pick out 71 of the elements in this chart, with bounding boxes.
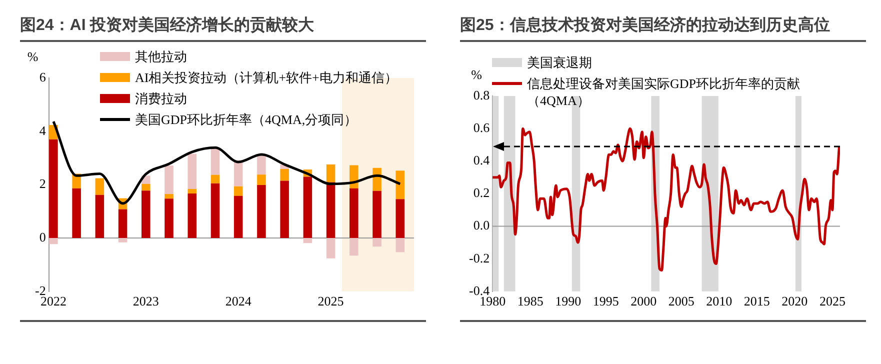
x-tick-label: 2000 <box>630 294 657 309</box>
bar <box>95 194 104 238</box>
y-tick-label: 0.6 <box>473 120 490 135</box>
y-tick-label: 0.0 <box>473 218 490 233</box>
bar <box>326 182 336 238</box>
bar <box>303 176 312 238</box>
legend-label: 消费拉动 <box>135 90 188 107</box>
bar <box>49 238 58 244</box>
legend-label: 其他拉动 <box>135 48 188 65</box>
x-tick-label: 2005 <box>668 294 694 309</box>
x-tick-label: 2015 <box>744 294 770 309</box>
bar <box>326 238 336 258</box>
bar <box>118 209 128 238</box>
legend-label: 美国GDP环比折年率（4QMA,分项同） <box>135 111 358 128</box>
bar <box>142 184 150 191</box>
bar <box>188 188 197 194</box>
y-tick-label: 0.8 <box>473 87 490 102</box>
chart-title: 图24：AI 投资对美国经济增长的贡献较大 <box>20 12 426 42</box>
bar <box>234 196 243 238</box>
bar <box>72 188 81 238</box>
bar <box>303 238 312 244</box>
legend-label: AI相关投资拉动（计算机+软件+电力和通信） <box>135 69 398 86</box>
bar <box>280 180 289 238</box>
bar <box>164 165 174 194</box>
bar <box>210 183 220 238</box>
bar <box>164 198 174 238</box>
bar <box>372 190 382 238</box>
x-tick-label: 1990 <box>555 294 582 309</box>
bar <box>164 194 174 199</box>
bar <box>396 170 405 200</box>
x-tick-label: 2020 <box>782 294 808 309</box>
bar <box>210 174 220 184</box>
x-tick-label: 1995 <box>592 294 619 309</box>
y-tick-label: 0 <box>39 229 46 244</box>
bar <box>210 148 220 175</box>
legend-label: 美国衰退期 <box>527 54 593 71</box>
bar <box>396 199 405 238</box>
line-series <box>492 127 840 272</box>
x-tick-label: 2025 <box>318 294 344 309</box>
bar <box>257 155 266 175</box>
x-tick-label: 2023 <box>132 294 159 309</box>
y-tick-label: 2 <box>39 176 46 192</box>
y-tick-label: -0.2 <box>468 250 490 266</box>
bar <box>188 154 197 189</box>
bar <box>372 238 382 247</box>
legend-label: 信息处理设备对美国实际GDP环比折年率的贡献（4QMA） <box>527 75 802 109</box>
bar <box>396 238 405 252</box>
bar <box>280 168 289 181</box>
bar <box>188 194 197 238</box>
bar <box>234 186 243 196</box>
bar <box>118 238 128 242</box>
bar <box>49 139 58 238</box>
bar <box>350 238 358 256</box>
y-tick-label: -0.4 <box>468 282 490 298</box>
y-axis-title: % <box>471 66 482 82</box>
bar <box>257 174 266 185</box>
y-tick-label: 0.4 <box>473 152 490 168</box>
bar <box>257 184 266 238</box>
x-tick-label: 2025 <box>819 294 846 309</box>
x-tick-label: 2024 <box>225 294 252 309</box>
x-tick-label: 2010 <box>706 294 732 309</box>
y-tick-label: 4 <box>39 122 46 138</box>
bar <box>142 190 150 238</box>
chart-title: 图25：信息技术投资对美国经济的拉动达到历史高位 <box>460 12 866 42</box>
bar <box>95 178 104 195</box>
bar <box>326 164 336 182</box>
x-tick-label: 1985 <box>517 294 544 309</box>
y-tick-label: 6 <box>39 69 46 84</box>
bar <box>350 188 358 238</box>
y-axis-title: % <box>27 48 38 64</box>
y-tick-label: 0.2 <box>473 185 490 200</box>
